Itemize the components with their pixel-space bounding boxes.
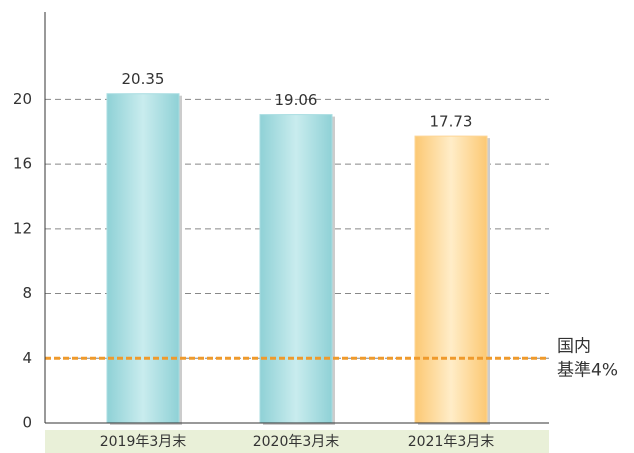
reference-label: 基準4% <box>557 360 618 380</box>
y-tick-label: 8 <box>22 284 32 302</box>
y-tick-label: 12 <box>13 219 32 237</box>
bar <box>414 135 488 424</box>
value-label: 17.73 <box>430 113 473 131</box>
x-tick-label: 2020年3月末 <box>253 434 340 450</box>
y-tick-label: 20 <box>13 90 32 108</box>
y-tick-label: 4 <box>22 349 32 367</box>
y-tick-label: 0 <box>22 414 32 432</box>
category-band <box>45 430 549 453</box>
reference-label: 国内 <box>557 336 591 356</box>
x-tick-label: 2021年3月末 <box>408 434 495 450</box>
x-tick-label: 2019年3月末 <box>100 434 187 450</box>
y-tick-label: 16 <box>13 155 32 173</box>
value-label: 20.35 <box>122 70 165 88</box>
value-label: 19.06 <box>275 91 318 109</box>
bar <box>106 93 180 424</box>
bar <box>259 114 333 424</box>
